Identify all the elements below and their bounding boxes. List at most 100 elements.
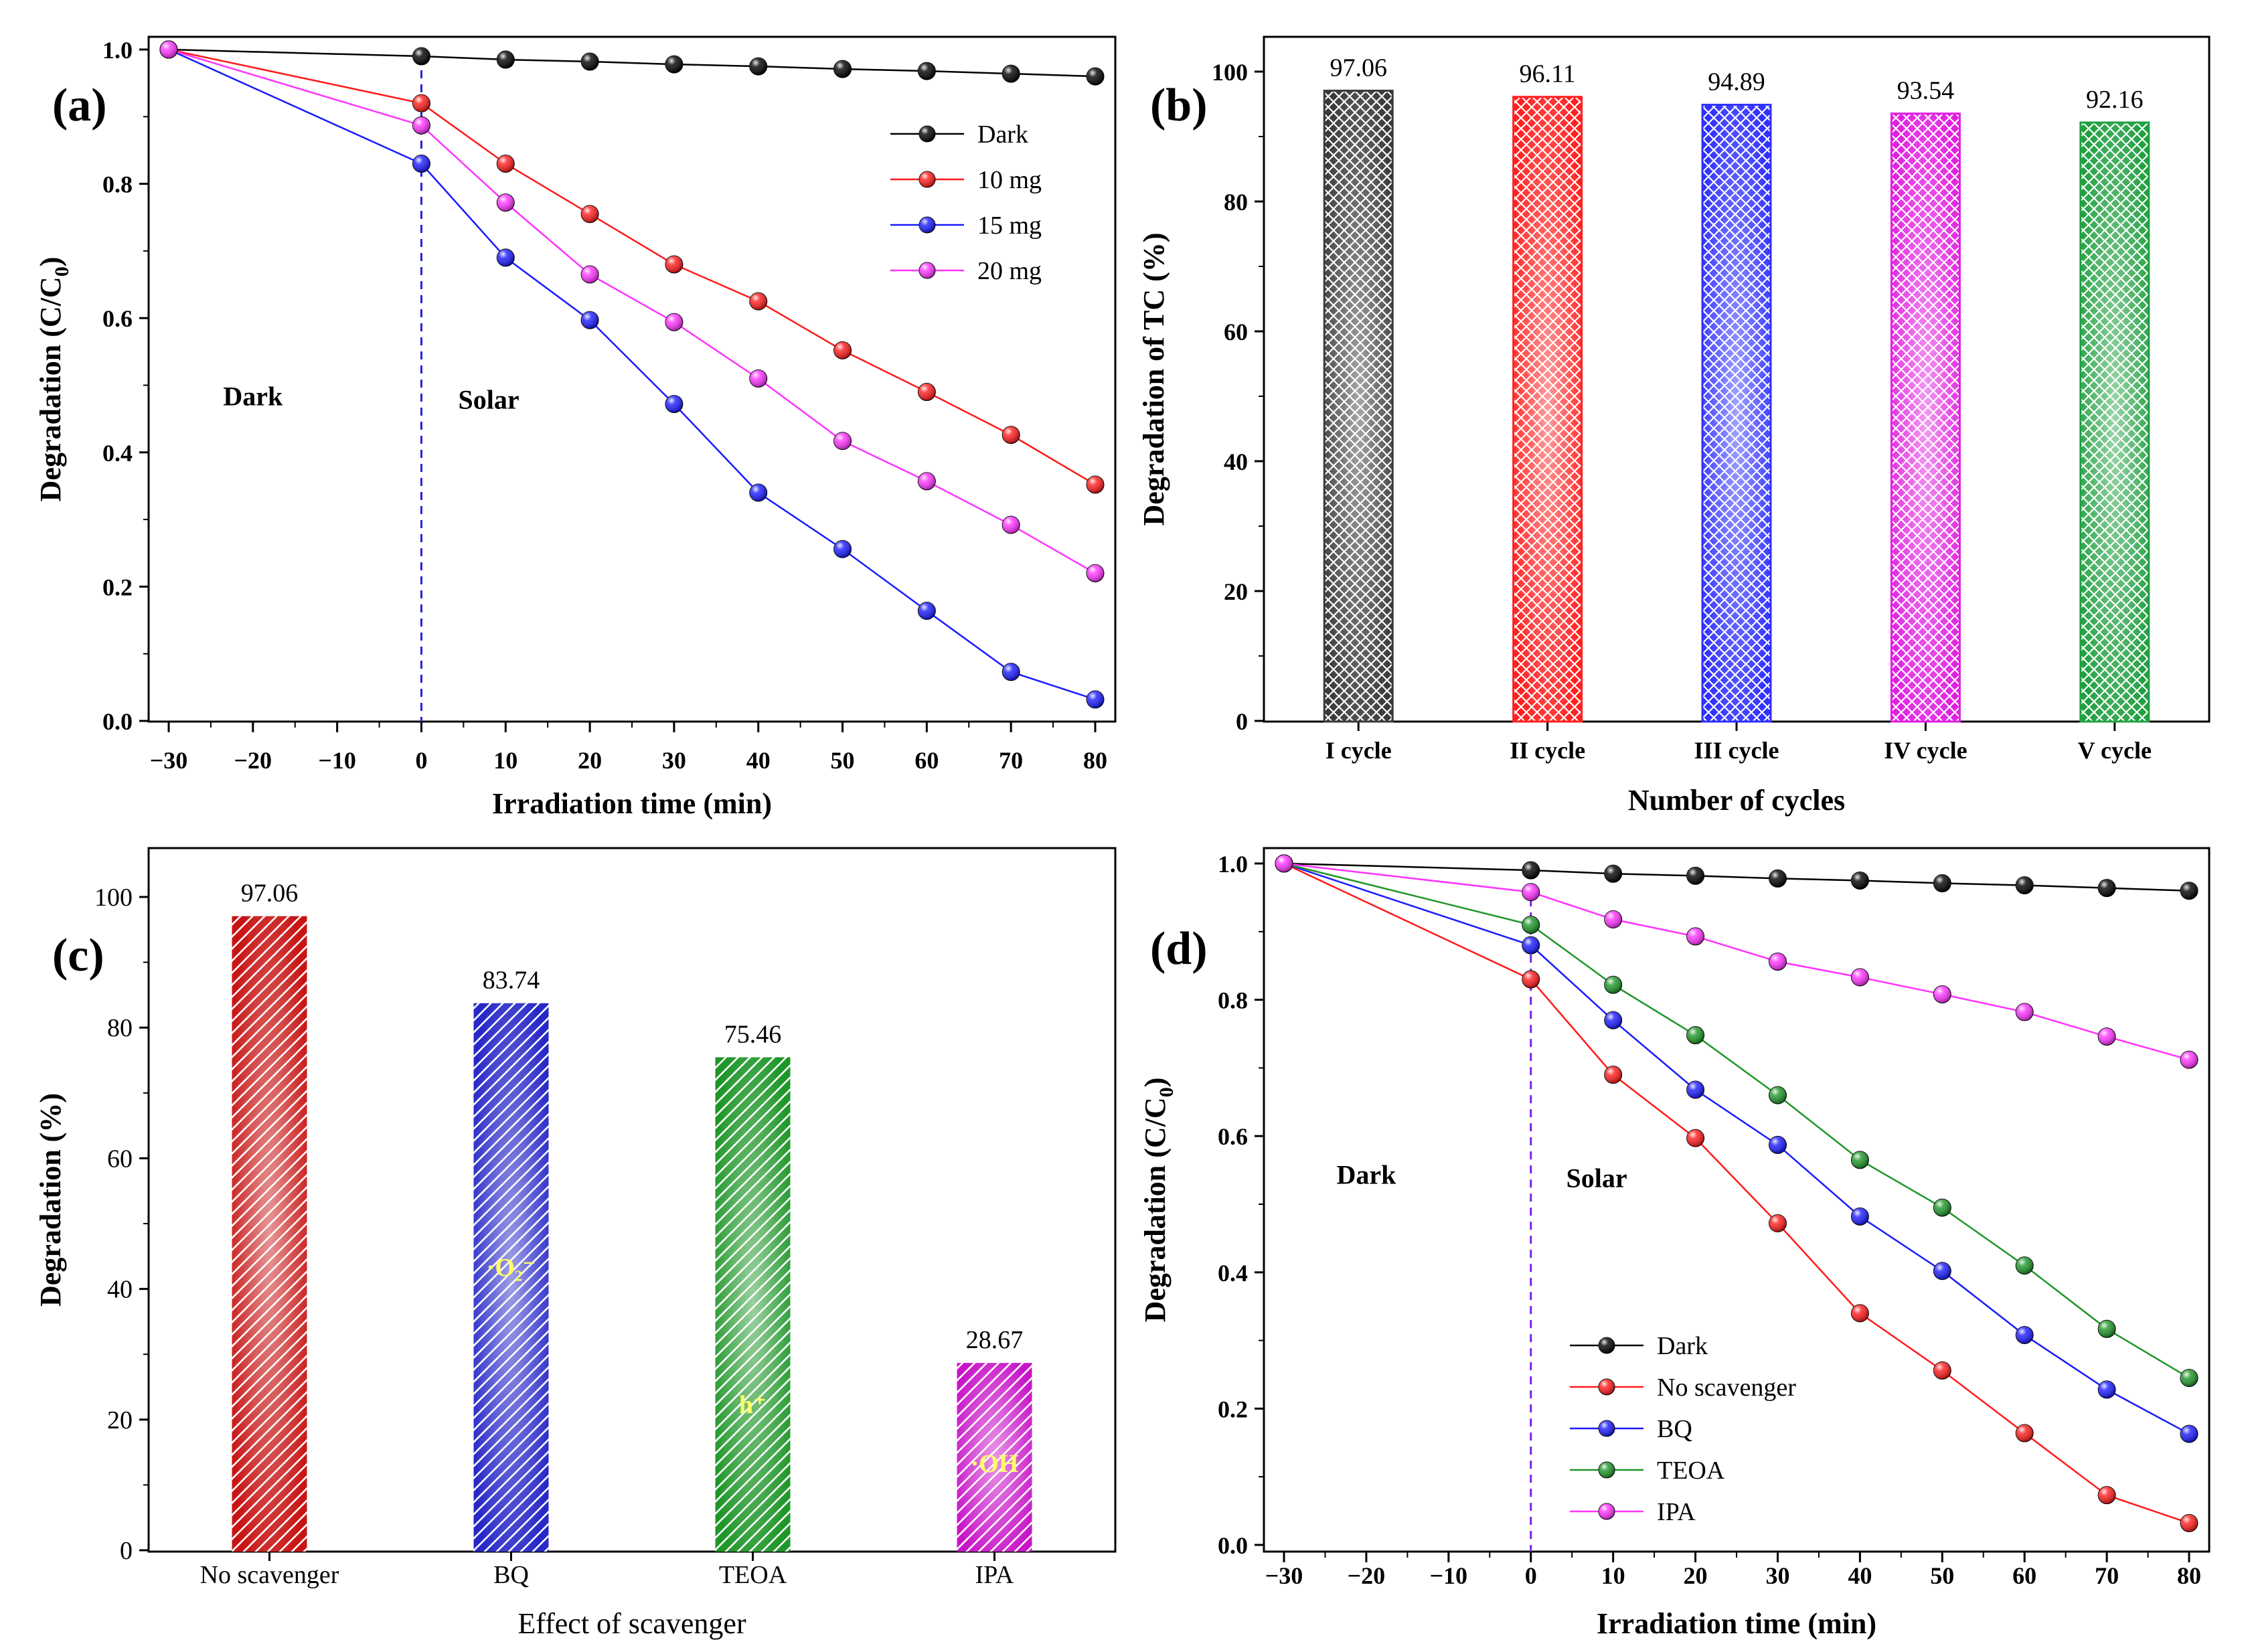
legend-label: 15 mg [977,212,1042,240]
data-point-shine [749,483,767,501]
x-tick-label: −10 [318,747,356,774]
data-point-shine [2016,1003,2034,1021]
data-point-shine [1851,1151,1869,1169]
legend-marker-shine [919,217,935,233]
region-annotation-solar: Solar [1566,1163,1627,1193]
data-point-shine [1933,1199,1951,1217]
bar-hatch [1512,96,1583,723]
y-axis-label-part: 0 [1155,1087,1178,1097]
panel-d-line-chart: −30 −20 −10 0 10 20 30 40 50 60 70 80 0.0 0.2 0.4 0.6 0.… [1139,847,2211,1640]
y-tick-label: 0.4 [102,440,133,467]
legend-label: TEOA [1657,1457,1725,1485]
bar-hatch [715,1057,791,1552]
bar-value-label: 94.89 [1708,68,1765,96]
data-point-shine [1686,927,1704,945]
y-axis-label-part: ) [1139,1078,1172,1088]
data-point-shine [2180,1369,2198,1387]
y-tick-label: 80 [1224,189,1248,216]
data-point-shine [1686,867,1704,885]
bar-value-label: 83.74 [483,967,540,995]
series-line-20-mg [168,48,1096,574]
y-tick-label: 0.8 [1218,987,1248,1014]
x-tick-label: I cycle [1326,737,1392,764]
data-point-shine [1522,883,1540,901]
data-point-shine [1933,1262,1951,1280]
data-point-shine [497,155,515,173]
legend-marker-shine [1599,1420,1615,1436]
bar-value-label: 92.16 [2086,86,2144,114]
bar-value-label: 97.06 [1330,54,1387,82]
legend-marker-shine [1599,1379,1615,1395]
data-point-shine [1604,976,1622,994]
series-line-ipa [1283,862,2190,1061]
plot-frame [147,35,1117,723]
data-point-shine [1851,872,1869,890]
bar-value-label: 97.06 [241,880,299,908]
data-point-shine [833,60,852,78]
x-tick-label: 50 [831,747,855,774]
y-tick-label: 40 [1224,448,1248,475]
data-point-shine [918,602,936,620]
bar-value-label: 28.67 [966,1326,1024,1354]
data-point-shine [1522,971,1540,989]
y-tick-label: 100 [94,884,133,912]
x-tick-label: 60 [914,747,939,774]
data-point-shine [1002,65,1020,83]
data-point-shine [1522,861,1540,880]
data-point-shine [581,205,599,223]
y-tick-label: 1.0 [1218,851,1248,878]
x-tick-label: 40 [1848,1562,1872,1589]
data-point-shine [412,116,430,135]
data-point-shine [1851,1208,1869,1226]
y-tick-label: 0.4 [1218,1260,1248,1287]
x-axis-label: Irradiation time (min) [1597,1607,1876,1640]
plot-frame [1263,847,2211,1553]
y-tick-label: 20 [1224,578,1248,605]
bar-hatch [1890,112,1961,723]
x-tick-label: −20 [1348,1562,1386,1589]
data-point-shine [1604,910,1622,928]
data-point-shine [2098,879,2116,897]
data-point-shine [2180,1051,2198,1069]
x-tick-label: 0 [1525,1562,1537,1589]
region-annotation-dark: Dark [1336,1159,1396,1189]
y-tick-label: 0.2 [102,574,133,600]
bar-hatch [232,916,307,1552]
series-line-10-mg [168,48,1096,486]
data-point-shine [665,255,683,273]
data-point-shine [581,266,599,284]
data-point-shine [1769,1086,1787,1104]
x-tick-label: −20 [234,747,272,774]
data-point-shine [1522,936,1540,955]
data-point-shine [2098,1380,2116,1398]
data-point-shine [1933,1361,1951,1380]
series-line-dark [168,48,1096,78]
data-point-shine [1769,1214,1787,1232]
y-axis-label-part: 0 [51,266,73,276]
data-point-shine [1769,953,1787,971]
legend-marker-shine [1599,1503,1615,1519]
legend-label: 10 mg [977,166,1042,194]
x-axis-label: Number of cycles [1628,784,1845,817]
panel-b-bar-chart: 0 20 40 60 80 100 97.06 I cycle 96.11 II cycle 94.… [1137,35,2211,817]
y-tick-label: 60 [1224,319,1248,345]
x-tick-label: 40 [746,747,771,774]
x-tick-label: V cycle [2078,737,2152,764]
bar-hatch [1701,104,1772,723]
x-tick-label: 10 [493,747,517,774]
y-axis-label: Degradation (C/C0) [34,257,73,502]
data-point-shine [581,53,599,71]
bar-value-label: 96.11 [1520,60,1576,88]
region-annotation-dark: Dark [223,382,283,412]
y-axis-label-part: ) [34,257,67,267]
data-point-shine [1275,855,1293,872]
data-point-shine [160,41,177,58]
data-point-shine [749,293,767,311]
series-line-15-mg [168,48,1096,701]
y-axis-label: Degradation (%) [34,1093,67,1307]
y-tick-label: 0.2 [1218,1396,1248,1422]
x-axis-label: Effect of scavenger [517,1607,746,1640]
x-tick-label: −30 [150,747,188,774]
data-point-shine [1087,564,1104,582]
data-point-shine [2016,876,2034,894]
